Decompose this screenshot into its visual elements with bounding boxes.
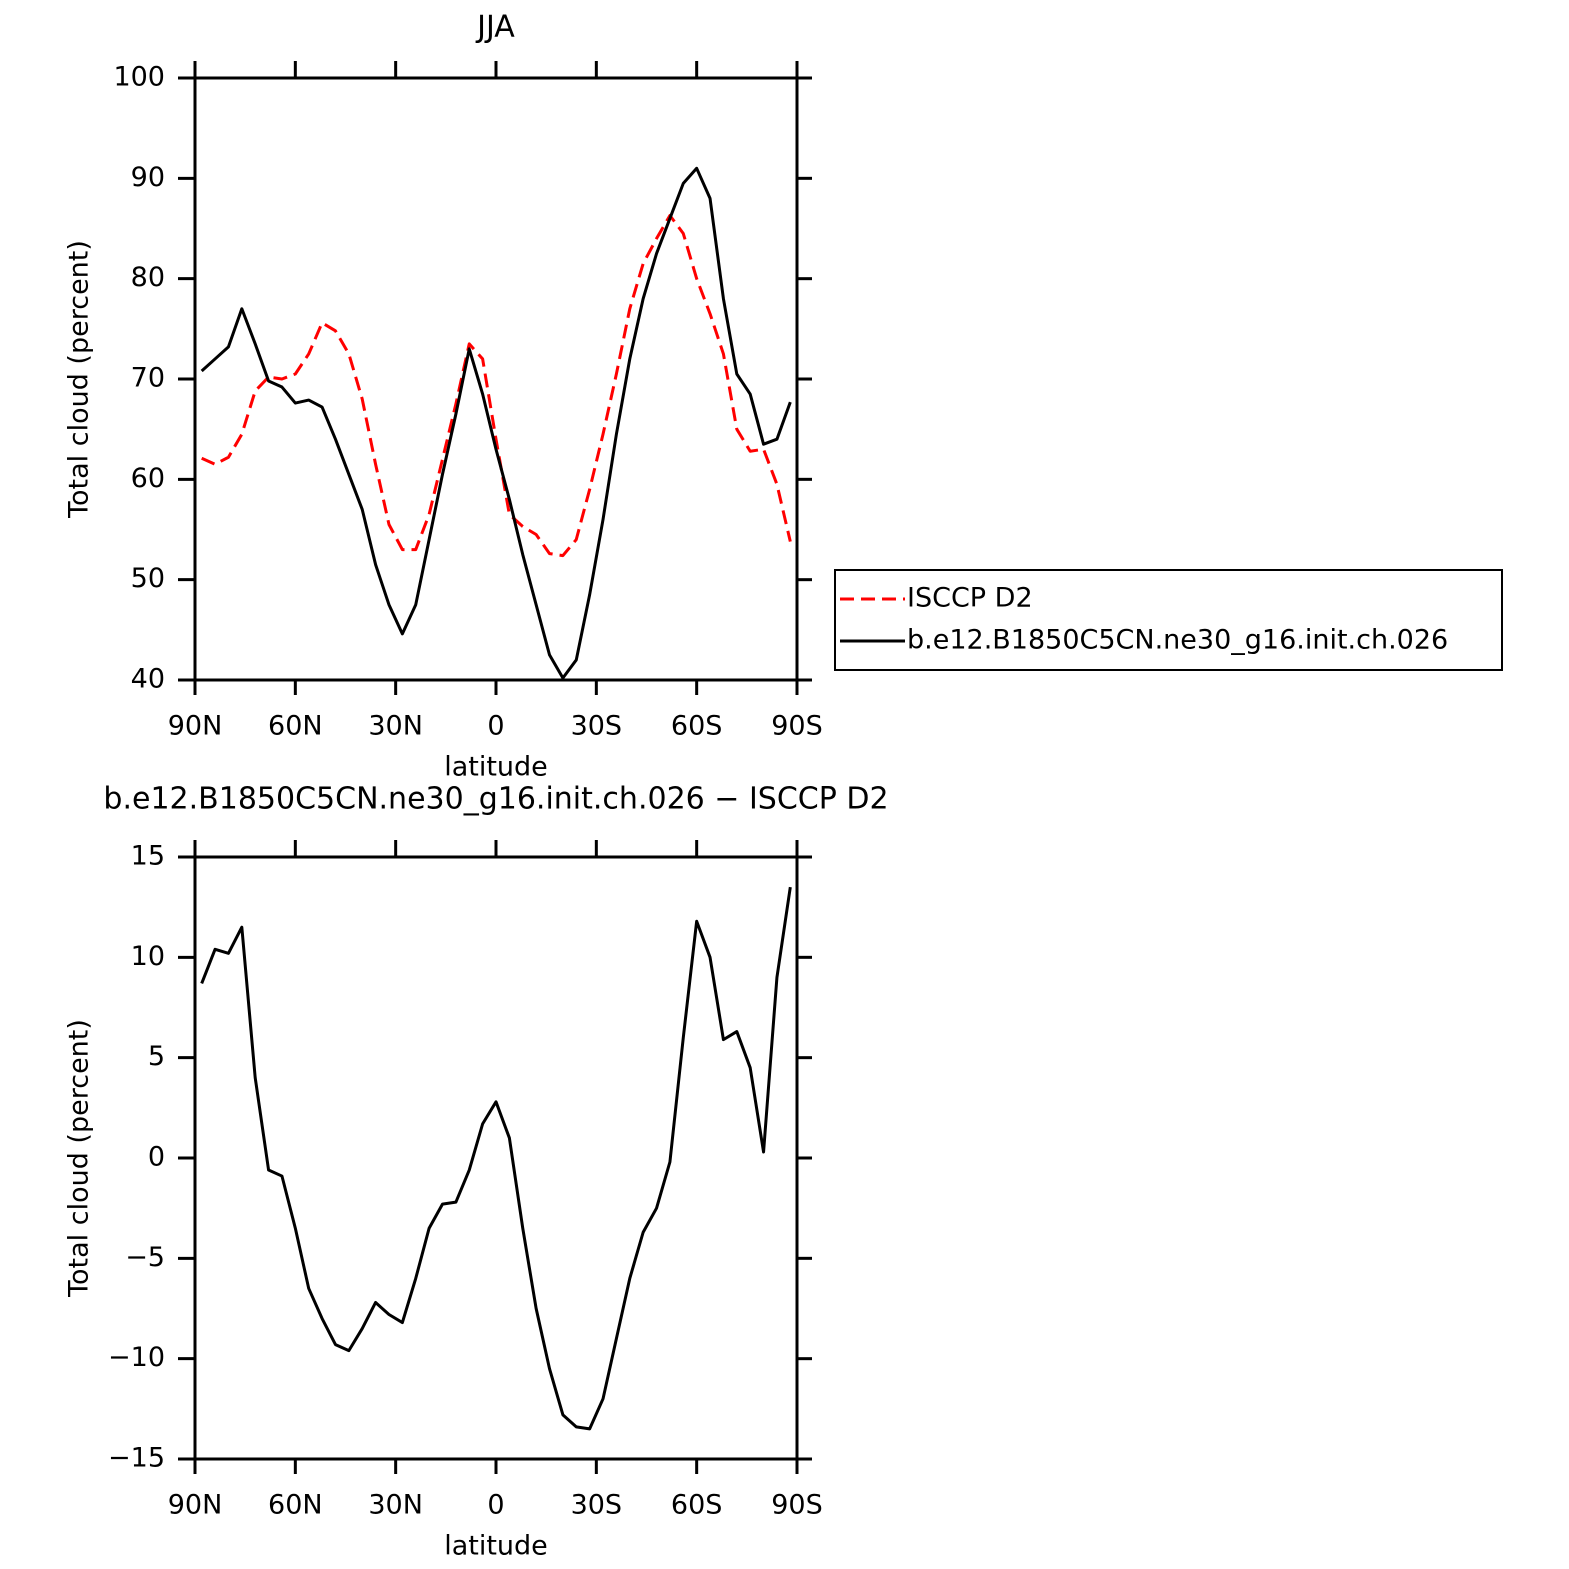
x-axis-label: latitude bbox=[444, 752, 548, 783]
x-tick-label: 90S bbox=[771, 1490, 823, 1521]
x-tick-label: 0 bbox=[487, 711, 504, 742]
x-tick-label: 60S bbox=[671, 1490, 723, 1521]
y-tick-label: 40 bbox=[131, 664, 165, 695]
legend-label: b.e12.B1850C5CN.ne30_g16.init.ch.026 bbox=[907, 625, 1448, 656]
y-tick-label: 80 bbox=[131, 262, 165, 293]
y-tick-label: −5 bbox=[125, 1242, 165, 1273]
chart-title: b.e12.B1850C5CN.ne30_g16.init.ch.026 − I… bbox=[103, 782, 888, 817]
x-tick-label: 30N bbox=[368, 711, 423, 742]
x-tick-label: 60N bbox=[268, 1490, 323, 1521]
y-tick-label: 90 bbox=[131, 162, 165, 193]
y-tick-label: −10 bbox=[108, 1342, 165, 1373]
chart-title: JJA bbox=[475, 10, 515, 45]
y-tick-label: 50 bbox=[131, 563, 165, 594]
x-tick-label: 90N bbox=[168, 711, 223, 742]
legend-box bbox=[834, 569, 1503, 671]
data-line bbox=[201, 213, 792, 558]
x-tick-label: 90S bbox=[771, 711, 823, 742]
x-axis-label: latitude bbox=[444, 1531, 548, 1562]
y-tick-label: −15 bbox=[108, 1443, 165, 1474]
y-tick-label: 5 bbox=[148, 1041, 165, 1072]
data-line bbox=[200, 166, 792, 680]
data-line bbox=[200, 886, 792, 1431]
y-tick-label: 100 bbox=[113, 62, 165, 93]
x-tick-label: 60S bbox=[671, 711, 723, 742]
y-axis-label: Total cloud (percent) bbox=[64, 240, 95, 519]
x-tick-label: 30S bbox=[571, 1490, 623, 1521]
y-tick-label: 15 bbox=[131, 841, 165, 872]
y-tick-label: 10 bbox=[131, 941, 165, 972]
y-tick-label: 60 bbox=[131, 463, 165, 494]
x-tick-label: 0 bbox=[487, 1490, 504, 1521]
x-tick-label: 90N bbox=[168, 1490, 223, 1521]
y-axis-label: Total cloud (percent) bbox=[64, 1019, 95, 1298]
x-tick-label: 60N bbox=[268, 711, 323, 742]
y-tick-label: 70 bbox=[131, 363, 165, 394]
y-tick-label: 0 bbox=[148, 1142, 165, 1173]
legend-label: ISCCP D2 bbox=[907, 583, 1033, 614]
x-tick-label: 30S bbox=[571, 711, 623, 742]
x-tick-label: 30N bbox=[368, 1490, 423, 1521]
